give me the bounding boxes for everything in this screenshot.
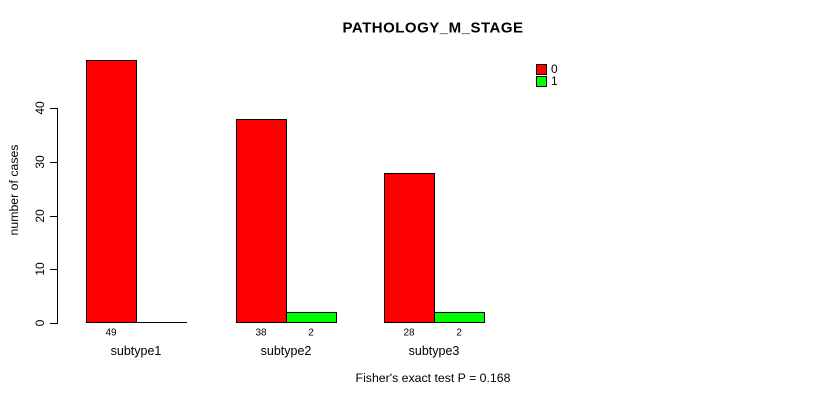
zero-height-bar — [136, 322, 187, 323]
y-tick-label: 40 — [33, 101, 47, 115]
category-label: subtype2 — [260, 344, 312, 358]
bar-1-subtype3 — [434, 312, 485, 323]
y-tick-mark — [50, 162, 57, 163]
bar-value-label: 2 — [456, 327, 462, 339]
chart-title: PATHOLOGY_M_STAGE — [342, 19, 524, 37]
bar-value-label: 49 — [105, 327, 117, 339]
y-axis-line — [57, 108, 58, 324]
category-label: subtype3 — [408, 344, 460, 358]
bar-0-subtype3 — [384, 173, 435, 323]
category-label: subtype1 — [110, 344, 162, 358]
footer-stat-text: Fisher's exact test P = 0.168 — [355, 371, 511, 385]
y-tick-label: 30 — [33, 155, 47, 169]
legend-label-0: 0 — [551, 62, 558, 76]
y-tick-mark — [50, 323, 57, 324]
legend-swatch-0 — [536, 64, 547, 75]
y-tick-label: 10 — [33, 262, 47, 276]
bar-value-label: 38 — [255, 327, 267, 339]
y-axis-label: number of cases — [7, 144, 21, 236]
bar-value-label: 28 — [403, 327, 415, 339]
y-tick-mark — [50, 108, 57, 109]
y-tick-label: 20 — [33, 209, 47, 223]
y-tick-mark — [50, 269, 57, 270]
legend-swatch-1 — [536, 76, 547, 87]
y-tick-label: 0 — [33, 319, 47, 327]
bar-0-subtype1 — [86, 60, 137, 323]
y-tick-mark — [50, 216, 57, 217]
legend-label-1: 1 — [551, 74, 558, 88]
bar-value-label: 2 — [308, 327, 314, 339]
bar-1-subtype2 — [286, 312, 337, 323]
bar-0-subtype2 — [236, 119, 287, 323]
